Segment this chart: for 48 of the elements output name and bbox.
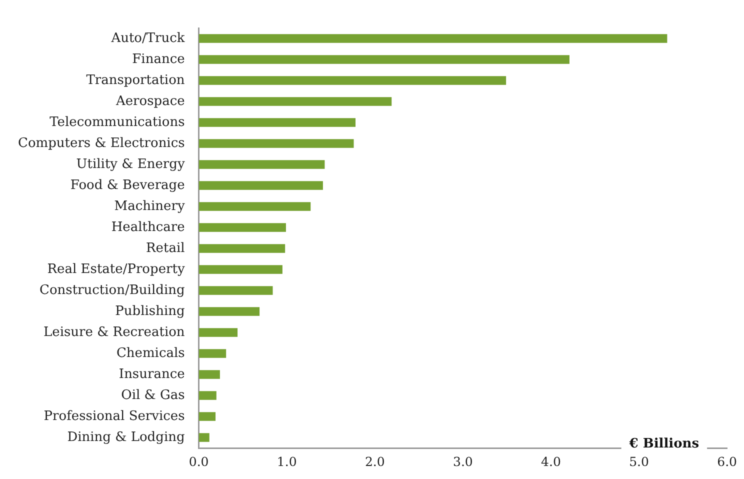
y-tick-label: Professional Services <box>44 408 185 424</box>
bar <box>198 181 323 190</box>
y-tick-label: Aerospace <box>114 94 186 109</box>
y-tick-label: Auto/Truck <box>110 30 185 46</box>
y-tick-label: Transportation <box>86 72 186 88</box>
bar <box>198 370 220 379</box>
x-tick-label: 1.0 <box>276 454 297 469</box>
y-tick-label: Food & Beverage <box>70 178 186 193</box>
bar <box>198 265 282 274</box>
y-tick-label: Finance <box>132 52 186 67</box>
y-tick-label: Retail <box>146 240 185 256</box>
x-tick-label: 0.0 <box>188 454 209 469</box>
bar <box>198 118 356 127</box>
y-tick-label: Telecommunications <box>50 114 185 130</box>
bar <box>198 97 392 106</box>
bar <box>198 307 260 316</box>
x-tick-label: 6.0 <box>717 454 738 469</box>
y-tick-label: Computers & Electronics <box>18 136 185 151</box>
y-tick-label: Machinery <box>114 198 186 214</box>
bar <box>198 286 273 295</box>
bar <box>198 55 570 64</box>
bar <box>198 244 286 253</box>
y-tick-label: Construction/Building <box>40 282 185 298</box>
x-axis-title: € Billions <box>628 436 700 452</box>
bar <box>198 202 311 211</box>
x-tick-label: 4.0 <box>541 454 561 469</box>
y-tick-label: Oil & Gas <box>121 388 185 403</box>
y-tick-label: Utility & Energy <box>76 156 186 172</box>
bar <box>198 391 216 400</box>
x-tick-label: 3.0 <box>452 454 473 469</box>
y-tick-label: Healthcare <box>111 220 186 235</box>
bar <box>198 328 238 337</box>
bar <box>198 139 354 148</box>
y-tick-label: Dining & Lodging <box>67 430 185 445</box>
y-tick-label: Chemicals <box>116 346 185 361</box>
bar <box>198 223 286 232</box>
bar <box>198 76 506 85</box>
bar <box>198 349 226 358</box>
x-tick-label: 2.0 <box>364 454 385 469</box>
y-tick-label: Real Estate/Property <box>47 262 186 277</box>
bar <box>198 433 210 442</box>
bar <box>198 160 325 169</box>
y-tick-label: Insurance <box>118 366 186 382</box>
bar <box>198 412 216 421</box>
y-tick-label: Leisure & Recreation <box>44 324 186 340</box>
bar <box>198 34 668 43</box>
x-tick-label: 5.0 <box>629 454 649 469</box>
y-tick-label: Publishing <box>115 304 185 319</box>
